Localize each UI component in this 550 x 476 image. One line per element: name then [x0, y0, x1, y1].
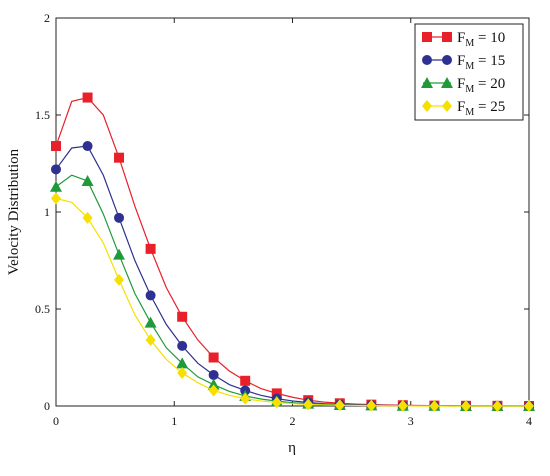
data-point — [145, 290, 156, 301]
series-line — [55, 145, 529, 407]
legend-label: FM = 20 — [457, 76, 505, 95]
series-2 — [51, 141, 534, 411]
data-point — [113, 248, 126, 260]
series-1 — [51, 92, 534, 411]
data-point — [208, 384, 219, 397]
data-point — [82, 141, 93, 152]
data-point — [303, 398, 314, 411]
series-line — [55, 197, 529, 407]
legend-entry: FM = 25 — [422, 99, 505, 118]
legend-marker-right — [442, 55, 452, 65]
data-point — [429, 400, 440, 412]
series-4 — [51, 192, 534, 412]
data-point — [271, 396, 282, 409]
legend-label: FM = 25 — [457, 99, 505, 118]
x-tick-label: 1 — [171, 414, 177, 428]
x-axis-label: η — [288, 440, 296, 456]
y-tick-label: 0.5 — [35, 302, 50, 316]
legend-entry: FM = 10 — [422, 30, 505, 49]
legend-entry: FM = 20 — [421, 76, 505, 95]
legend-marker-left — [421, 77, 433, 88]
data-point — [240, 392, 251, 405]
data-point — [114, 273, 125, 286]
data-point — [114, 152, 125, 163]
legend-marker-right — [442, 32, 452, 42]
data-point — [81, 174, 94, 186]
data-point — [114, 212, 125, 223]
data-point — [207, 378, 220, 390]
data-point — [240, 375, 251, 386]
legend-marker-left — [422, 55, 432, 65]
x-tick-label: 3 — [408, 414, 414, 428]
series-3 — [50, 174, 535, 411]
data-point — [397, 399, 408, 412]
x-tick-label: 2 — [290, 414, 296, 428]
tick-group: 0 1 2 3 4 0 0.5 1 1.5 2 — [35, 11, 532, 428]
data-point — [334, 399, 345, 412]
y-tick-label: 2 — [44, 11, 50, 25]
data-point — [208, 369, 219, 380]
data-point — [271, 388, 282, 399]
data-point — [50, 180, 62, 192]
data-point — [177, 367, 188, 380]
legend-label: FM = 15 — [457, 53, 505, 72]
y-tick-label: 0 — [44, 399, 50, 413]
legend: FM = 10 FM = 15 FM = 20 FM = 25 — [414, 23, 524, 121]
legend-marker-right — [441, 77, 453, 88]
legend-label: FM = 10 — [457, 30, 505, 49]
legend-entry: FM = 15 — [422, 53, 505, 72]
legend-marker-right — [442, 100, 452, 112]
legend-marker-left — [422, 100, 432, 112]
x-tick-label: 0 — [53, 414, 59, 428]
series-line — [55, 174, 529, 407]
series-layer — [50, 92, 535, 412]
data-point — [51, 164, 61, 175]
data-point — [460, 400, 471, 412]
legend-marker-left — [422, 32, 432, 42]
data-point — [145, 334, 156, 347]
data-point — [366, 399, 377, 412]
data-point — [176, 357, 189, 369]
y-tick-label: 1.5 — [35, 108, 50, 122]
data-point — [177, 311, 188, 322]
data-point — [51, 141, 61, 152]
y-tick-label: 1 — [44, 205, 50, 219]
y-axis-label: Velocity Distribution — [6, 148, 22, 275]
data-point — [524, 400, 534, 412]
data-point — [145, 243, 156, 254]
x-tick-label: 4 — [526, 414, 532, 428]
data-point — [82, 211, 93, 224]
data-point — [51, 192, 61, 205]
data-point — [177, 340, 188, 351]
series-line — [55, 96, 530, 407]
data-point — [492, 400, 503, 412]
data-point — [82, 92, 93, 103]
legend-box — [414, 23, 524, 121]
data-point — [208, 352, 219, 363]
data-point — [144, 316, 157, 328]
